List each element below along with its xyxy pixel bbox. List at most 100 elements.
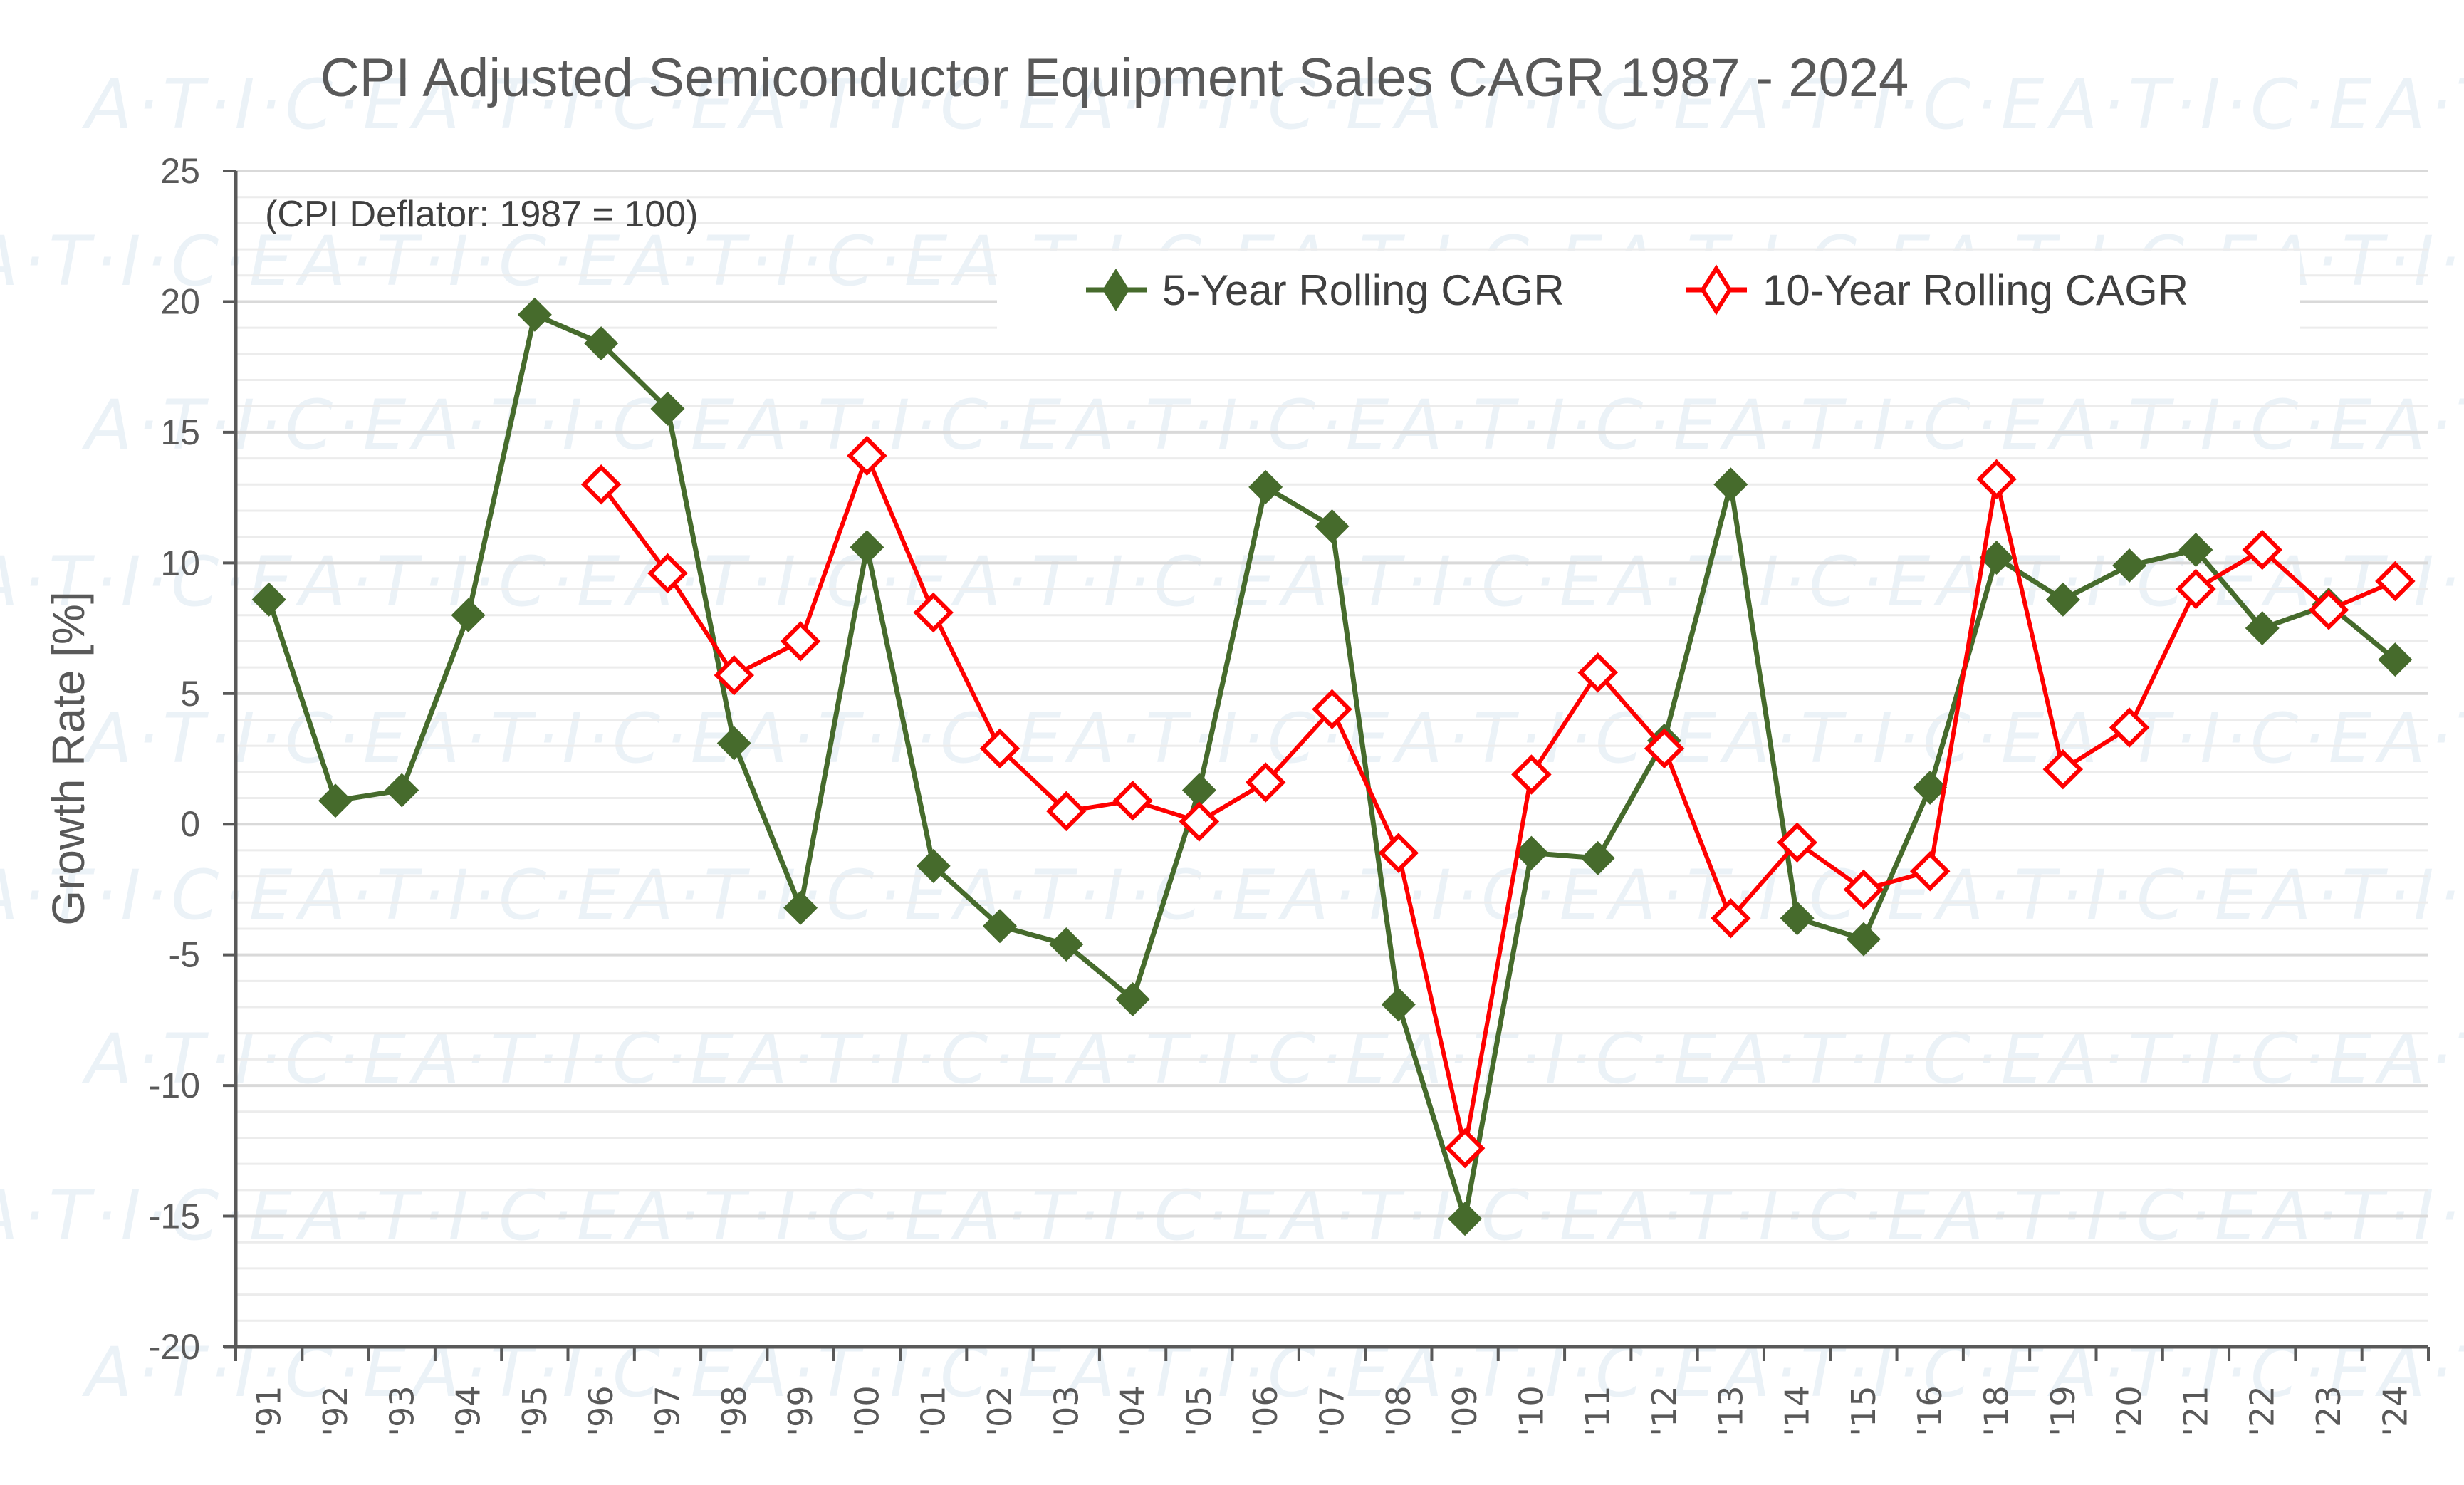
data-point-marker <box>318 783 353 818</box>
legend-box <box>997 251 2300 329</box>
data-point-marker <box>2045 582 2080 617</box>
data-point-marker <box>2308 590 2349 630</box>
x-tick-label: '07 <box>1313 1385 1352 1436</box>
watermark-text: A·T·I·C·E <box>1064 65 1393 145</box>
data-point-marker <box>1448 1202 1483 1236</box>
data-point-marker <box>647 553 688 594</box>
data-point-marker <box>1909 851 1951 892</box>
data-point-marker <box>714 655 755 696</box>
data-point-marker <box>1780 901 1815 936</box>
y-tick-label: -20 <box>149 1327 200 1367</box>
x-tick-label: '01 <box>914 1385 953 1436</box>
x-tick-label: '15 <box>1844 1385 1883 1436</box>
data-point-marker <box>1843 869 1884 910</box>
x-tick-label: '12 <box>1645 1385 1683 1436</box>
legend-item-5yr[interactable]: 5-Year Rolling CAGR <box>1086 266 1565 314</box>
data-point-marker <box>1580 840 1615 875</box>
data-point-marker <box>385 773 419 808</box>
data-point-marker <box>517 297 552 332</box>
x-tick-label: '23 <box>2309 1385 2348 1436</box>
y-axis-label: Growth Rate [%] <box>43 591 94 926</box>
watermark-text: A·T·I·C·E <box>1719 65 2048 145</box>
series-layer <box>251 297 2416 1236</box>
watermark-text: A·T·I·C·E <box>622 855 951 935</box>
data-point-marker <box>1112 780 1153 821</box>
x-tick-label: '16 <box>1911 1385 1949 1436</box>
x-tick-label: '21 <box>2176 1385 2215 1436</box>
legend-marker-open-diamond-icon <box>1700 264 1733 316</box>
x-tick-label: '95 <box>516 1385 554 1436</box>
data-point-marker <box>1846 922 1881 957</box>
watermark-text: A·T·I·C·E <box>1064 385 1393 465</box>
x-tick-label: '20 <box>2110 1385 2149 1436</box>
y-tick-label: 25 <box>160 151 200 191</box>
axes <box>224 171 2428 1349</box>
data-point-marker <box>2178 532 2213 567</box>
data-point-marker <box>1245 762 1286 803</box>
data-point-marker <box>979 728 1020 769</box>
data-point-marker <box>1444 1127 1486 1169</box>
series-line <box>599 453 2396 1151</box>
watermark-text: A·T·I·C·E <box>2374 699 2464 778</box>
legend: 5-Year Rolling CAGR 10-Year Rolling CAGR <box>997 251 2300 329</box>
data-point-marker <box>913 592 954 633</box>
data-point-marker <box>580 464 622 505</box>
y-tick-label: -10 <box>149 1065 200 1105</box>
data-point-marker <box>1711 898 1751 939</box>
y-tick-label: -5 <box>169 935 200 975</box>
data-point-marker <box>1179 801 1220 842</box>
data-point-marker <box>584 326 619 361</box>
x-tick-label: '99 <box>781 1385 820 1436</box>
x-tick-label: '13 <box>1711 1385 1750 1436</box>
data-point-marker <box>2375 561 2416 602</box>
data-point-marker <box>1181 773 1216 808</box>
x-tick-label: '02 <box>981 1385 1019 1436</box>
data-point-marker <box>1979 540 2014 575</box>
data-point-marker <box>1046 791 1087 832</box>
watermark-text: A·T·I·C·E <box>0 542 296 622</box>
data-point-marker <box>847 435 887 476</box>
data-point-marker <box>1248 469 1283 504</box>
x-tick-label: '06 <box>1246 1385 1285 1436</box>
watermark-text: A·T·I·C·E <box>1933 855 2262 935</box>
data-point-marker <box>1378 833 1419 873</box>
watermark-text: A·T·I·C·E <box>2047 699 2376 778</box>
x-tick-label: '92 <box>316 1385 355 1436</box>
chart-title: CPI Adjusted Semiconductor Equipment Sal… <box>320 48 1909 108</box>
data-point-marker <box>2112 548 2147 583</box>
watermark-text: A·T·I·C·E <box>2374 65 2464 145</box>
y-tick-label: 0 <box>180 804 200 844</box>
x-tick-label: '10 <box>1512 1385 1550 1436</box>
x-tick-label: '18 <box>1978 1385 2016 1436</box>
data-point-marker <box>650 391 685 426</box>
watermark-text: A·T·I·C·E <box>1605 542 1934 622</box>
y-tick-label: 20 <box>160 281 200 321</box>
legend-item-10yr[interactable]: 10-Year Rolling CAGR <box>1686 264 2188 316</box>
watermark-text: A·T·I·C·E <box>81 65 410 145</box>
x-tick-label: '14 <box>1778 1385 1817 1436</box>
watermark-text: A·T·I·C·E <box>736 65 1065 145</box>
watermark-text: A·T·I·C·E <box>2374 385 2464 465</box>
watermark-text: A·T·I·C·E <box>1719 385 2048 465</box>
watermark-text: A·T·I·C·E <box>0 855 296 935</box>
x-tick-label: '97 <box>648 1385 687 1436</box>
legend-label-5yr: 5-Year Rolling CAGR <box>1162 266 1565 314</box>
watermark-text: A·T·I·C·E <box>295 222 624 301</box>
data-point-marker <box>1381 987 1416 1022</box>
y-tick-label: 15 <box>160 412 200 452</box>
data-point-marker <box>1511 754 1552 795</box>
data-point-marker <box>1312 689 1352 730</box>
x-tick-label: '11 <box>1579 1385 1617 1436</box>
data-point-marker <box>2378 642 2413 677</box>
x-tick-label: '09 <box>1446 1385 1484 1436</box>
watermark-text: A·T·I·C·E <box>409 699 738 778</box>
x-tick-label: '22 <box>2243 1385 2282 1436</box>
data-point-marker <box>2176 568 2216 610</box>
x-tick-label: '03 <box>1047 1385 1085 1436</box>
x-tick-label: '96 <box>582 1385 620 1436</box>
y-tick-label: 10 <box>160 543 200 583</box>
legend-marker-filled-diamond-icon <box>1102 269 1129 311</box>
x-tick-label: '94 <box>449 1385 488 1436</box>
data-point-marker <box>1777 822 1817 863</box>
watermark-text: A·T·I·C·E <box>1392 65 1721 145</box>
